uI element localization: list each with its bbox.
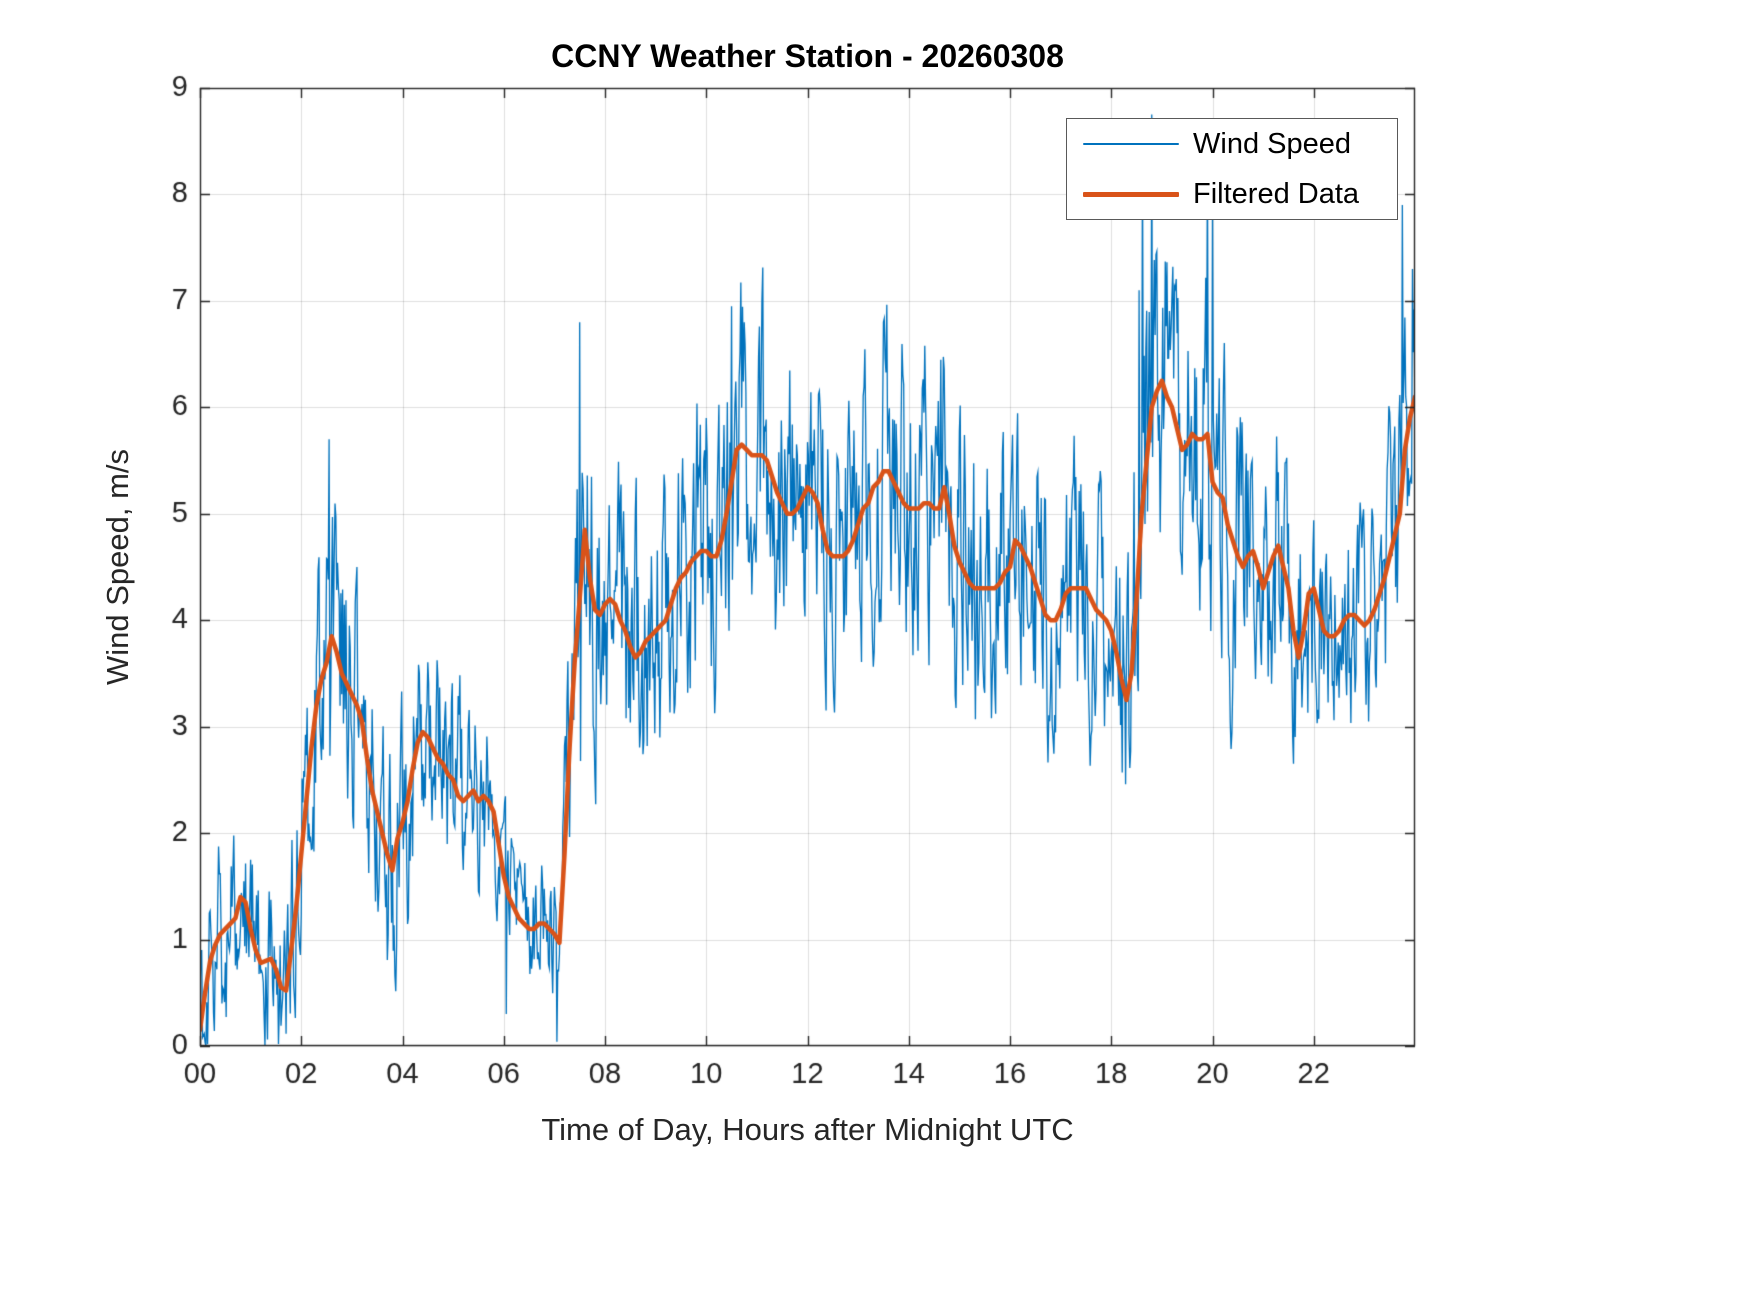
legend-label-filtered-data: Filtered Data: [1193, 177, 1360, 210]
x-axis-label: Time of Day, Hours after Midnight UTC: [541, 1112, 1074, 1147]
legend-entry-filtered-data: Filtered Data: [1067, 169, 1397, 219]
legend-label-wind-speed: Wind Speed: [1193, 127, 1351, 160]
legend: Wind Speed Filtered Data: [1066, 118, 1398, 220]
chart-title: CCNY Weather Station - 20260308: [551, 38, 1064, 74]
filtered-data-line-icon: [1083, 191, 1179, 197]
wind-speed-line-icon: [1083, 143, 1179, 145]
y-axis-label: Wind Speed, m/s: [100, 448, 135, 686]
legend-entry-wind-speed: Wind Speed: [1067, 119, 1397, 169]
